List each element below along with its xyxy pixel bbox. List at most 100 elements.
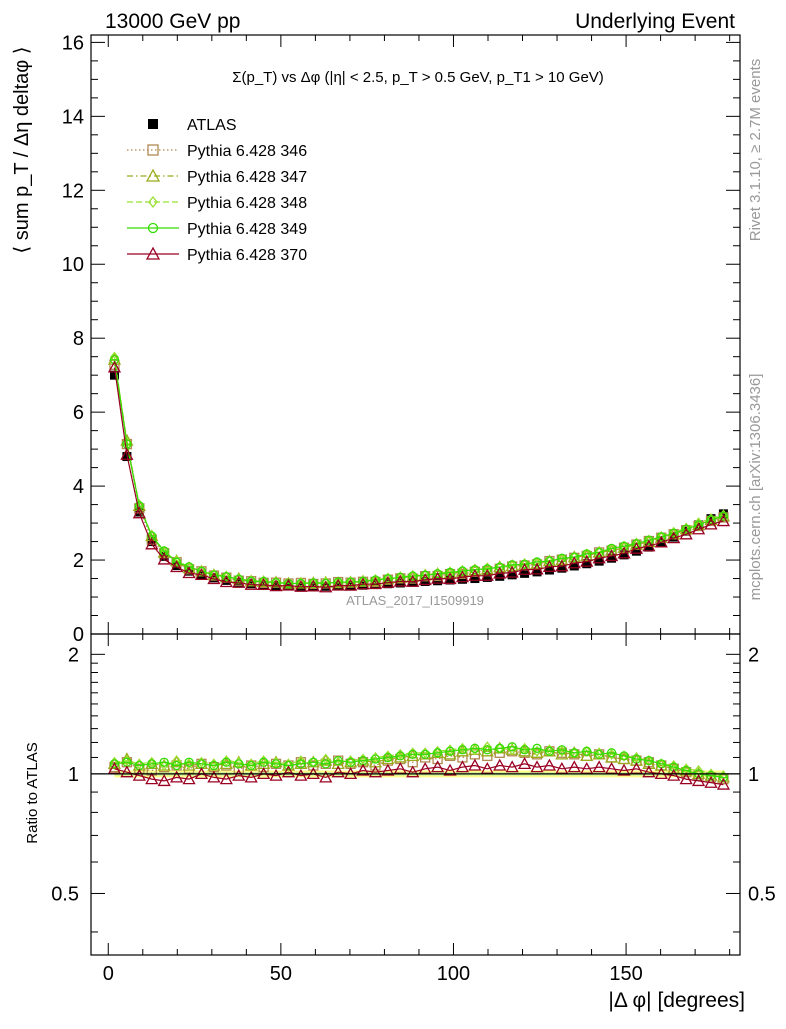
main-point-data [557, 563, 567, 573]
main-point-data [582, 559, 592, 569]
ratio-point-p348 [532, 745, 542, 757]
analysis-watermark: ATLAS_2017_I1509919 [346, 593, 484, 608]
header-process-label: Underlying Event [575, 10, 735, 33]
ratio-point-p370 [468, 758, 482, 771]
ratio-point-p347 [555, 747, 569, 760]
main-point-p370 [170, 560, 184, 573]
main-line-p370 [113, 367, 724, 588]
header-energy-label: 13000 GeV pp [105, 10, 240, 33]
rivet-version-label: Rivet 3.1.10, ≥ 2.7M events [747, 59, 764, 242]
main-point-p370 [604, 549, 619, 562]
main-point-data [507, 570, 517, 580]
main-point-p370 [331, 578, 345, 591]
main-point-p370 [493, 566, 507, 579]
main-point-p370 [393, 574, 407, 587]
main-point-p348 [557, 553, 567, 565]
main-point-data [209, 573, 219, 583]
main-point-data [147, 537, 157, 547]
ratio-point-p370 [356, 763, 370, 776]
legend-marker-p370 [145, 246, 161, 260]
main-point-p370 [430, 571, 445, 584]
mcplots-credit-label: mcplots.cern.ch [arXiv:1306.3436] [747, 374, 764, 601]
ratio-point-p370 [368, 765, 383, 778]
ratio-point-p348 [482, 741, 492, 753]
ratio-point-p347 [455, 744, 470, 757]
ratio-tick-label: 1 [68, 764, 79, 786]
ratio-point-p348 [507, 744, 517, 756]
main-point-p370 [194, 567, 209, 580]
ratio-point-p370 [294, 768, 308, 781]
x-tick-label: 0 [103, 963, 114, 985]
y-tick-label: 4 [73, 476, 84, 498]
legend-label-p346: Pythia 6.428 346 [187, 143, 307, 160]
ratio-point-p370 [592, 760, 606, 773]
ratio-point-p370 [170, 770, 184, 783]
ratio-plot-series [91, 741, 740, 790]
main-point-p370 [505, 565, 519, 578]
legend-label-data: ATLAS [187, 117, 237, 134]
main-point-p370 [107, 360, 122, 373]
ratio-point-p347 [580, 749, 594, 762]
main-point-p370 [132, 506, 146, 519]
main-point-p370 [642, 539, 656, 552]
ratio-point-p370 [642, 765, 656, 778]
main-point-data [544, 565, 554, 575]
ratio-point-p370 [542, 758, 557, 771]
main-point-p370 [120, 447, 134, 460]
main-point-p370 [704, 517, 718, 530]
ratio-point-p347 [480, 744, 494, 757]
legend-marker-data [148, 119, 158, 129]
ratio-point-p370 [493, 758, 507, 771]
main-point-data [246, 579, 256, 589]
main-point-p370 [157, 552, 171, 565]
ratio-point-p370 [232, 768, 246, 781]
legend-marker-p347 [145, 168, 161, 182]
main-point-p348 [470, 564, 480, 576]
x-axis-label: |Δ φ| [degrees] [608, 989, 745, 1012]
main-point-p370 [654, 535, 668, 548]
main-point-p370 [679, 527, 693, 540]
ratio-point-p347 [629, 753, 644, 766]
main-point-p370 [182, 566, 196, 579]
ratio-point-p370 [269, 768, 283, 781]
ratio-line-p349 [114, 746, 724, 778]
main-point-data [109, 370, 119, 380]
y-axis-label: ⟨ sum p_T / Δη deltaφ ⟩ [11, 46, 33, 253]
main-point-p370 [629, 541, 644, 554]
ratio-tick-label: 2 [68, 644, 79, 666]
legend-label-p348: Pythia 6.428 348 [187, 195, 307, 212]
ratio-point-p370 [679, 772, 693, 785]
x-tick-label: 100 [437, 963, 470, 985]
y-tick-label: 2 [73, 550, 84, 572]
y-tick-label: 6 [73, 402, 84, 424]
main-point-data [520, 568, 530, 578]
main-point-data [457, 574, 467, 584]
legend-marker-p346 [147, 144, 159, 156]
ratio-point-p370 [530, 760, 544, 773]
main-point-p370 [691, 522, 706, 535]
ratio-tick-label: 0.5 [51, 883, 79, 905]
main-point-data [495, 571, 505, 581]
y-tick-label: 12 [62, 180, 84, 202]
main-point-data [631, 546, 641, 556]
ratio-point-p370 [691, 774, 706, 787]
main-point-p346 [183, 564, 195, 575]
legend-marker-p348 [148, 195, 158, 209]
ratio-point-p370 [120, 765, 134, 778]
main-point-data [619, 550, 629, 560]
ratio-point-p370 [281, 765, 296, 778]
main-point-p370 [555, 559, 569, 572]
ratio-point-p370 [567, 760, 581, 773]
main-point-p370 [207, 572, 221, 585]
main-point-p370 [530, 562, 544, 575]
main-point-data [644, 542, 654, 552]
main-point-p370 [269, 579, 283, 592]
ratio-point-p370 [667, 768, 681, 781]
main-point-p370 [344, 578, 358, 591]
ratio-point-p370 [517, 756, 532, 769]
main-point-p370 [617, 546, 631, 559]
main-point-p370 [667, 531, 681, 544]
y-tick-label: 0 [73, 624, 84, 646]
